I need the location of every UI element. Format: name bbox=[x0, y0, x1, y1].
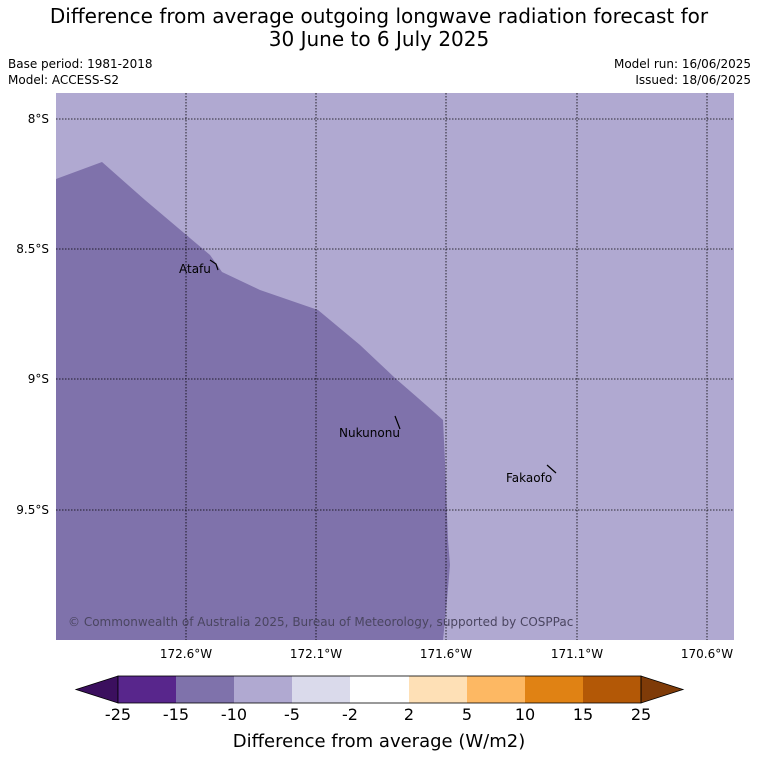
place-label-atafu: Atafu bbox=[179, 262, 211, 276]
colorbar-tick-label: -25 bbox=[105, 705, 131, 724]
model-run: Model run: 16/06/2025 bbox=[613, 57, 751, 71]
lat-tick-label: 8.5°S bbox=[16, 242, 49, 256]
colorbar-tick-labels: -25 -15 -10 -5 -2 2 5 10 15 25 bbox=[105, 705, 651, 724]
colorbar-tick-label: 15 bbox=[573, 705, 593, 724]
colorbar-segment bbox=[525, 676, 583, 703]
colorbar-tick-label: -2 bbox=[342, 705, 358, 724]
colorbar-tick-label: -15 bbox=[163, 705, 189, 724]
colorbar-segment bbox=[118, 676, 176, 703]
colorbar-tick-label: 10 bbox=[515, 705, 535, 724]
meta-right: Model run: 16/06/2025 Issued: 18/06/2025 bbox=[614, 56, 751, 88]
map-panel: Atafu Nukunonu Fakaofo © Commonwealth of… bbox=[56, 93, 734, 640]
place-label-nukunonu: Nukunonu bbox=[339, 426, 400, 440]
colorbar-extend-low bbox=[74, 675, 119, 704]
colorbar-segment bbox=[409, 676, 467, 703]
colorbar-segment bbox=[583, 676, 641, 703]
colorbar-segment bbox=[467, 676, 525, 703]
colorbar-tick-label: 25 bbox=[631, 705, 651, 724]
map-title: Difference from average outgoing longwav… bbox=[0, 5, 758, 51]
base-period: Base period: 1981-2018 bbox=[8, 57, 153, 71]
fakaofo-coastline bbox=[546, 464, 557, 474]
nukunonu-coastline bbox=[394, 415, 401, 430]
lat-tick-label: 8°S bbox=[28, 112, 49, 126]
lat-gridlines bbox=[56, 118, 734, 511]
lat-tick-label: 9.5°S bbox=[16, 503, 49, 517]
colorbar-segment bbox=[176, 676, 234, 703]
lon-tick-label: 172.1°W bbox=[290, 647, 342, 661]
title-line-1: Difference from average outgoing longwav… bbox=[49, 4, 709, 28]
colorbar-outline bbox=[117, 675, 642, 704]
model-name: Model: ACCESS-S2 bbox=[8, 73, 120, 87]
lon-tick-label: 171.6°W bbox=[420, 647, 472, 661]
copyright-credit: © Commonwealth of Australia 2025, Bureau… bbox=[68, 615, 573, 629]
place-label-fakaofo: Fakaofo bbox=[506, 471, 552, 485]
lon-tick-label: 171.1°W bbox=[551, 647, 603, 661]
colorbar-segment bbox=[234, 676, 292, 703]
lon-tick-label: 170.6°W bbox=[681, 647, 733, 661]
colorbar-label: Difference from average (W/m2) bbox=[233, 731, 525, 752]
colorbar-tick-label: -10 bbox=[221, 705, 247, 724]
colorbar-extend-high bbox=[640, 675, 685, 704]
atafu-coastline bbox=[209, 259, 219, 271]
colorbar-tick-label: 2 bbox=[404, 705, 414, 724]
lon-tick-labels: 172.6°W 172.1°W 171.6°W 171.1°W 170.6°W bbox=[160, 647, 733, 661]
islands bbox=[209, 259, 557, 474]
colorbar-tick-label: 5 bbox=[462, 705, 472, 724]
colorbar-segment bbox=[292, 676, 350, 703]
meta-left: Base period: 1981-2018 Model: ACCESS-S2 bbox=[8, 56, 153, 88]
colorbar-tick-label: -5 bbox=[284, 705, 300, 724]
lon-gridlines bbox=[185, 93, 708, 640]
lat-tick-label: 9°S bbox=[28, 372, 49, 386]
title-line-2: 30 June to 6 July 2025 bbox=[268, 27, 490, 51]
lon-tick-label: 172.6°W bbox=[160, 647, 212, 661]
issued-date: Issued: 18/06/2025 bbox=[635, 73, 751, 87]
colorbar bbox=[74, 675, 685, 704]
colorbar-segment bbox=[350, 676, 409, 703]
map-region-dark bbox=[56, 162, 450, 640]
lat-tick-labels: 8°S 8.5°S 9°S 9.5°S bbox=[16, 112, 49, 517]
